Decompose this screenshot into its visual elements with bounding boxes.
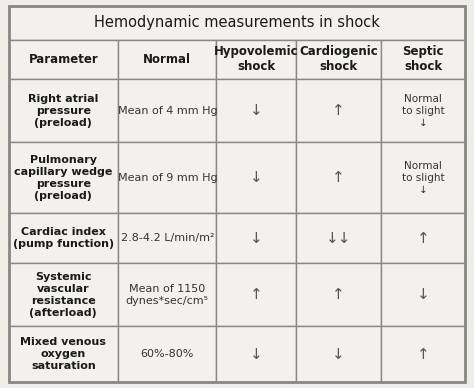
Text: Parameter: Parameter xyxy=(28,53,98,66)
Bar xyxy=(296,40,381,79)
Bar xyxy=(9,213,118,263)
Bar xyxy=(381,326,465,382)
Bar xyxy=(296,213,381,263)
Text: ↑: ↑ xyxy=(250,287,263,302)
Text: Normal
to slight
↓: Normal to slight ↓ xyxy=(402,94,445,128)
Bar xyxy=(217,213,296,263)
Bar xyxy=(9,326,118,382)
Bar xyxy=(118,79,217,142)
Bar xyxy=(217,263,296,326)
Text: Mean of 1150
dynes*sec/cm⁵: Mean of 1150 dynes*sec/cm⁵ xyxy=(126,284,209,305)
Bar xyxy=(9,6,465,40)
Bar xyxy=(118,326,217,382)
Bar xyxy=(296,79,381,142)
Text: ↑: ↑ xyxy=(332,103,345,118)
Bar xyxy=(9,40,118,79)
Text: Hemodynamic measurements in shock: Hemodynamic measurements in shock xyxy=(94,15,380,30)
Bar xyxy=(381,263,465,326)
Text: ↑: ↑ xyxy=(332,287,345,302)
Bar xyxy=(217,142,296,213)
Bar xyxy=(381,40,465,79)
Bar xyxy=(217,40,296,79)
Bar xyxy=(381,213,465,263)
Bar xyxy=(118,40,217,79)
Bar xyxy=(9,79,118,142)
Text: Cardiac index
(pump function): Cardiac index (pump function) xyxy=(13,227,114,249)
Text: ↑: ↑ xyxy=(417,231,429,246)
Bar xyxy=(296,263,381,326)
Bar xyxy=(217,79,296,142)
Bar xyxy=(118,142,217,213)
Text: Mean of 4 mm Hg: Mean of 4 mm Hg xyxy=(118,106,217,116)
Bar xyxy=(9,263,118,326)
Text: ↓: ↓ xyxy=(250,170,263,185)
Text: ↓: ↓ xyxy=(250,231,263,246)
Bar xyxy=(118,263,217,326)
Text: Normal: Normal xyxy=(143,53,191,66)
Text: Septic
shock: Septic shock xyxy=(402,45,444,73)
Bar xyxy=(9,142,118,213)
Bar xyxy=(381,79,465,142)
Bar xyxy=(296,142,381,213)
Text: 60%-80%: 60%-80% xyxy=(141,349,194,359)
Text: Mixed venous
oxygen
saturation: Mixed venous oxygen saturation xyxy=(20,337,106,371)
Text: 2.8-4.2 L/min/m²: 2.8-4.2 L/min/m² xyxy=(120,233,214,243)
Text: Right atrial
pressure
(preload): Right atrial pressure (preload) xyxy=(28,94,99,128)
Text: ↓: ↓ xyxy=(250,346,263,362)
Text: Cardiogenic
shock: Cardiogenic shock xyxy=(299,45,378,73)
Bar xyxy=(381,142,465,213)
Text: ↑: ↑ xyxy=(417,346,429,362)
Text: ↓↓: ↓↓ xyxy=(326,231,351,246)
Text: Normal
to slight
↓: Normal to slight ↓ xyxy=(402,161,445,195)
Bar xyxy=(217,326,296,382)
Text: ↑: ↑ xyxy=(332,170,345,185)
Text: ↓: ↓ xyxy=(417,287,429,302)
Bar xyxy=(296,326,381,382)
Bar xyxy=(118,213,217,263)
Text: Pulmonary
capillary wedge
pressure
(preload): Pulmonary capillary wedge pressure (prel… xyxy=(14,155,112,201)
Text: Systemic
vascular
resistance
(afterload): Systemic vascular resistance (afterload) xyxy=(29,272,97,317)
Text: Hypovolemic
shock: Hypovolemic shock xyxy=(214,45,299,73)
Text: Mean of 9 mm Hg: Mean of 9 mm Hg xyxy=(118,173,217,183)
Text: ↓: ↓ xyxy=(250,103,263,118)
Text: ↓: ↓ xyxy=(332,346,345,362)
